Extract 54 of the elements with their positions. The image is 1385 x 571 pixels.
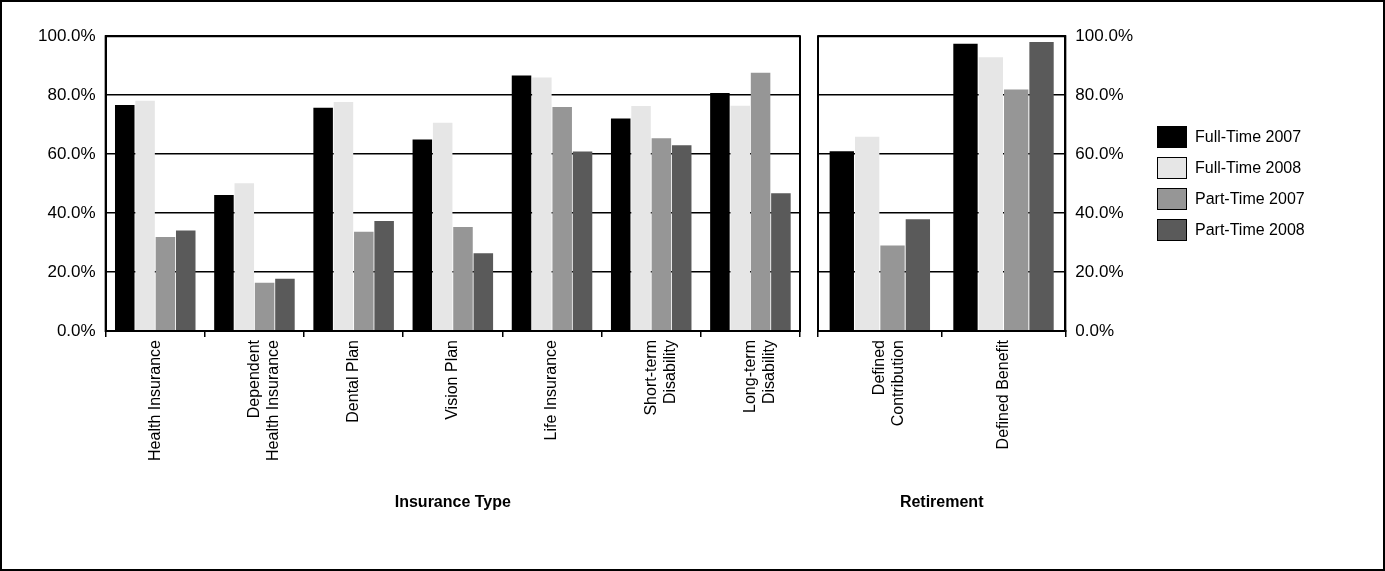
x-tick-label: Dental Plan bbox=[344, 340, 362, 423]
y2-tick-label: 20.0% bbox=[1075, 261, 1124, 281]
x-tick-label: Health Insurance bbox=[145, 339, 163, 461]
bar bbox=[155, 236, 176, 331]
bar bbox=[880, 245, 905, 331]
bar bbox=[453, 226, 473, 331]
bar bbox=[1004, 89, 1029, 331]
bar bbox=[750, 72, 771, 331]
x-tick-label: Long-term Disability bbox=[740, 340, 778, 413]
legend-label: Part-Time 2007 bbox=[1195, 190, 1305, 208]
x-tick-label: Vision Plan bbox=[443, 340, 461, 420]
bar bbox=[175, 230, 196, 331]
x-tick-label: Defined Benefit bbox=[993, 339, 1011, 450]
bar bbox=[473, 253, 494, 331]
y2-tick-label: 0.0% bbox=[1075, 320, 1115, 340]
legend-label: Part-Time 2008 bbox=[1195, 221, 1305, 239]
bar bbox=[1029, 42, 1054, 331]
bar bbox=[135, 100, 155, 331]
legend-label: Full-Time 2008 bbox=[1195, 159, 1302, 177]
bar bbox=[651, 138, 672, 331]
x-axis-title: Insurance Type bbox=[394, 492, 512, 510]
x-tick-label: Life Insurance bbox=[542, 339, 560, 441]
y-tick-label: 80.0% bbox=[47, 84, 96, 104]
legend-label: Full-Time 2007 bbox=[1195, 128, 1302, 146]
bar bbox=[432, 122, 453, 331]
bar bbox=[374, 221, 394, 331]
y2-tick-label: 100.0% bbox=[1075, 25, 1134, 45]
bar bbox=[275, 278, 295, 331]
bar bbox=[254, 282, 275, 331]
bar bbox=[905, 219, 931, 331]
bar bbox=[978, 57, 1003, 331]
y-tick-label: 20.0% bbox=[47, 261, 96, 281]
y-tick-label: 100.0% bbox=[37, 25, 96, 45]
y-tick-label: 60.0% bbox=[47, 143, 96, 163]
x-tick-label: Short-term Disability bbox=[641, 340, 678, 416]
bar bbox=[730, 105, 750, 331]
bar bbox=[854, 136, 880, 331]
bar bbox=[631, 106, 651, 331]
y2-tick-label: 80.0% bbox=[1075, 84, 1124, 104]
y-tick-label: 40.0% bbox=[47, 202, 96, 222]
bar bbox=[532, 77, 552, 331]
x-tick-label: Defined Contribution bbox=[870, 340, 907, 427]
bar bbox=[354, 231, 374, 331]
bar bbox=[234, 183, 255, 331]
bar bbox=[771, 193, 791, 331]
bar bbox=[572, 151, 593, 331]
x-tick-label: Dependent Health Insurance bbox=[244, 339, 282, 461]
bar bbox=[671, 145, 692, 331]
y2-tick-label: 60.0% bbox=[1075, 143, 1124, 163]
x-axis-title: Retirement bbox=[899, 492, 985, 510]
bar bbox=[552, 106, 572, 331]
bar bbox=[333, 101, 354, 331]
y2-tick-label: 40.0% bbox=[1075, 202, 1124, 222]
y-tick-label: 0.0% bbox=[56, 320, 96, 340]
